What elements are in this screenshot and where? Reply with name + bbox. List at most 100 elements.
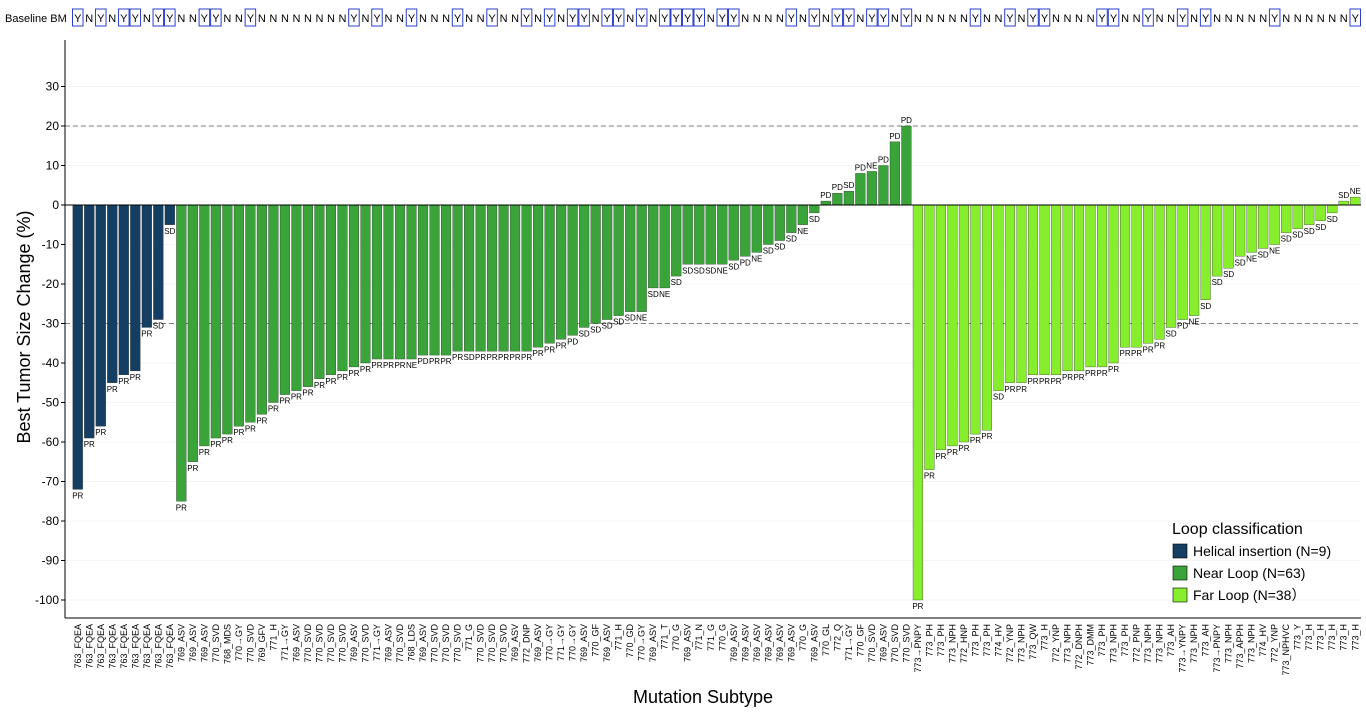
- bm-box: [72, 8, 84, 27]
- bar: [1304, 204, 1315, 225]
- response-label: NE: [406, 361, 417, 370]
- bar: [751, 204, 762, 253]
- bar: [348, 204, 360, 368]
- bm-value: Y: [569, 13, 577, 25]
- bar: [797, 204, 808, 225]
- bar: [291, 204, 302, 391]
- bar: [636, 204, 647, 312]
- x-tick-label: 770_G: [798, 624, 808, 651]
- x-tick-label: 771_G: [706, 624, 716, 651]
- bm-value: N: [1075, 13, 1083, 25]
- bar: [464, 204, 475, 352]
- bm-value: N: [177, 13, 185, 25]
- x-tick-label: 773_PH: [970, 624, 980, 657]
- y-tick-label: 30: [46, 80, 60, 94]
- response-label: PD: [878, 156, 889, 165]
- response-label: PD: [901, 116, 912, 125]
- bm-value: Y: [212, 13, 220, 25]
- response-label: PR: [1050, 377, 1061, 386]
- bm-value: Y: [1144, 13, 1152, 25]
- response-label: PR: [1143, 345, 1154, 354]
- bm-value: N: [592, 13, 600, 25]
- x-tick-label: 773_H: [1304, 624, 1314, 651]
- x-tick-label: 772_Q: [832, 624, 842, 651]
- response-label: PR: [291, 393, 302, 402]
- bm-box: [405, 8, 418, 27]
- bar: [763, 204, 774, 245]
- response-label: PR: [84, 440, 95, 449]
- legend-title: Loop classification: [1172, 521, 1303, 538]
- x-tick-label: 773_AH: [1166, 624, 1176, 657]
- bm-value: Y: [132, 13, 140, 25]
- response-label: PD: [832, 183, 843, 192]
- response-label: PR: [947, 448, 958, 457]
- x-tick-label: 773_NPH: [1155, 624, 1165, 663]
- response-label: PR: [314, 381, 325, 390]
- x-axis-title: Mutation Subtype: [633, 687, 773, 707]
- bm-value: N: [1317, 13, 1325, 25]
- y-tick-label: -70: [42, 475, 60, 489]
- x-tick-label: 773_PH: [1120, 624, 1130, 657]
- bar: [1073, 204, 1085, 372]
- bm-value: N: [396, 13, 404, 25]
- response-label: SD: [705, 266, 716, 275]
- response-label: SD: [694, 266, 705, 275]
- bar: [613, 204, 624, 316]
- bm-value: Y: [1110, 13, 1118, 25]
- x-tick-label: 769_ASV: [176, 624, 186, 662]
- bm-box: [1027, 8, 1039, 27]
- response-label: PR: [1096, 369, 1107, 378]
- bm-value: Y: [834, 13, 842, 25]
- bm-box: [451, 8, 464, 27]
- bm-value: N: [1259, 13, 1267, 25]
- response-label: PD: [855, 163, 866, 172]
- legend-entry-near: Near Loop (N=63): [1193, 565, 1305, 581]
- response-label: PD: [740, 258, 751, 267]
- response-label: PR: [1004, 385, 1015, 394]
- response-label: PR: [302, 389, 313, 398]
- response-label: SD: [774, 243, 785, 252]
- bm-value: N: [1121, 13, 1129, 25]
- bar: [417, 204, 429, 356]
- bm-value: Y: [166, 13, 174, 25]
- x-tick-label: 769_ASV: [291, 624, 301, 662]
- bar: [694, 204, 705, 265]
- response-label: PR: [498, 353, 509, 362]
- bm-box: [520, 8, 533, 27]
- bm-value: Y: [454, 13, 462, 25]
- x-tick-label: 773→PNPY: [1212, 624, 1222, 673]
- x-tick-label: 773_NPH: [1063, 624, 1073, 663]
- bm-value: Y: [523, 13, 531, 25]
- bm-value: N: [1018, 13, 1026, 25]
- bar: [187, 204, 198, 462]
- y-tick-label: -50: [42, 396, 60, 410]
- response-label: PR: [487, 353, 498, 362]
- response-label: PR: [521, 353, 532, 362]
- bm-value: N: [649, 13, 657, 25]
- bar: [1269, 204, 1280, 245]
- bar: [394, 204, 406, 360]
- bar: [901, 125, 912, 206]
- response-label: PR: [440, 357, 451, 366]
- bm-value: Y: [155, 13, 163, 25]
- bm-value: Y: [868, 13, 876, 25]
- response-label: PR: [1154, 341, 1165, 350]
- response-label: SD: [728, 262, 739, 271]
- response-label: SD: [164, 227, 175, 236]
- x-tick-label: 773_NPH: [1143, 624, 1153, 663]
- bm-value: N: [189, 13, 197, 25]
- response-label: SD: [463, 353, 474, 362]
- bar: [1143, 204, 1154, 344]
- response-label: SD: [153, 322, 164, 331]
- bm-value: N: [1236, 13, 1244, 25]
- bm-box: [601, 8, 613, 27]
- y-tick-label: -60: [42, 435, 60, 449]
- bm-box: [129, 8, 142, 27]
- x-tick-label: 769_ASV: [763, 624, 773, 662]
- bar: [1338, 200, 1349, 206]
- y-tick-labels: 30 20 10 0 -10 -20 -30 -40 -50 -60 -70 -80 -90 -100: [35, 80, 59, 608]
- bm-value: Y: [74, 13, 82, 25]
- bm-box: [198, 8, 211, 27]
- bm-value: N: [1328, 13, 1336, 25]
